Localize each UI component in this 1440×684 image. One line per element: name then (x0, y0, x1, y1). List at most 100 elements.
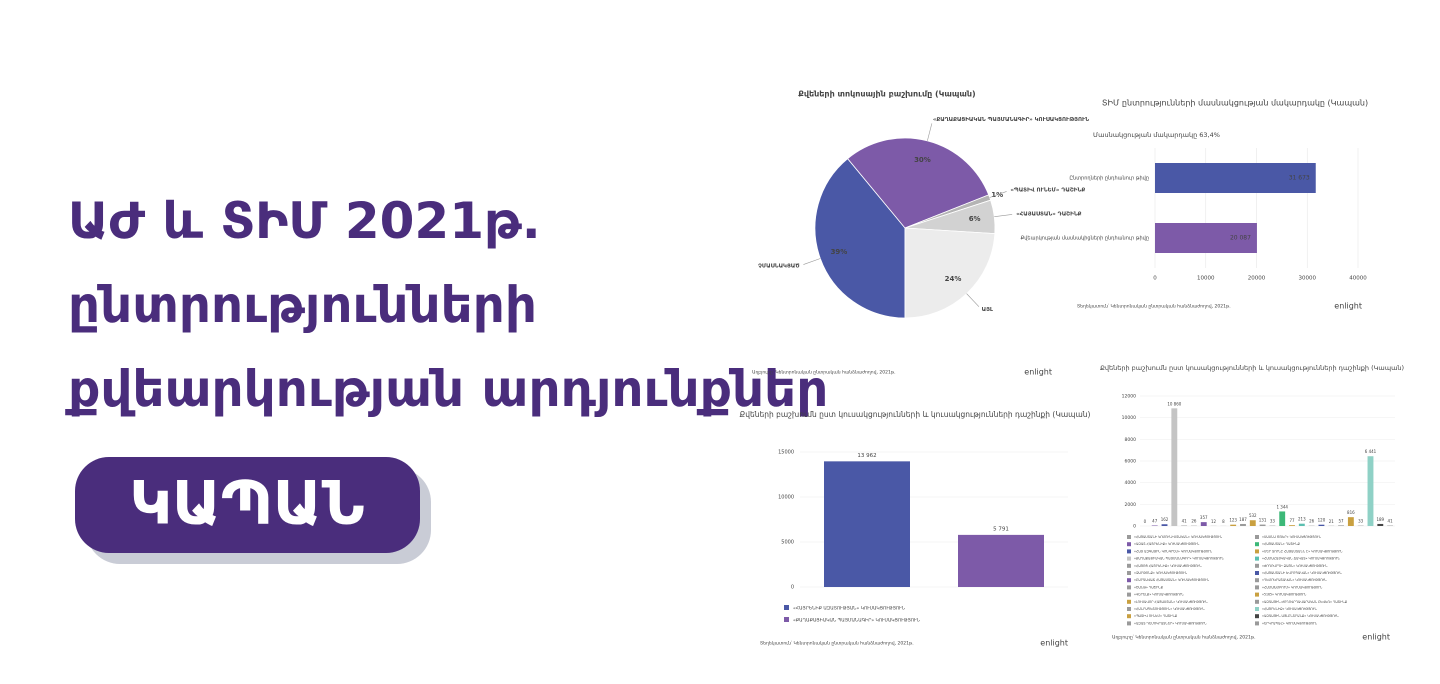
bar-value-label: 131 (1259, 518, 1267, 523)
legend-label: «ՍԱՍՆԱ ԾՌԵՐ» ԿՈՒՍԱԿՑՈՒԹՅՈՒՆ (1262, 535, 1322, 539)
legend-label: «ՀԱՆՐԱՊԵՏՈՒԹՅՈՒՆ» ԿՈՒՍԱԿՑՈՒԹՅՈՒՆ (1134, 607, 1205, 611)
chart-title: Քվեների տոկոսային բաշխումը (Կապան) (798, 90, 975, 99)
bar-value-label: 41 (1388, 519, 1394, 524)
legend-swatch (1127, 542, 1131, 546)
legend-swatch (1255, 557, 1259, 561)
legend-swatch (1127, 614, 1131, 618)
legend-label: «ԱԶԱՏ ԴԵՄՈԿՐԱՏՆԵՐ» ԿՈՒՍԱԿՑՈՒԹՅՈՒՆ (1134, 621, 1207, 625)
y-tick-label: 15000 (778, 450, 794, 456)
y-tick-label: 5000 (781, 540, 794, 546)
legend-label: «ԶԱՐԹՈՆՔ» ԿՈՒՍԱԿՑՈՒԹՅՈՒՆ (1134, 571, 1188, 575)
y-tick-label: 12000 (1122, 394, 1136, 400)
source-note: Տեղեկատուն՝ Կենտրոնական ընտրական հանձնաժ… (1077, 304, 1231, 310)
bar-value-label: 816 (1347, 510, 1355, 515)
legend-label: «ՀԱՅՐԵՆԻՔ ԱԶԱՏՈՒԹՅԱՆ» ԿՈՒՍԱԿՑՈՒԹՅՈՒՆ (793, 606, 906, 612)
x-tick-label: 40000 (1349, 276, 1367, 282)
bar-value-label: 47 (1152, 518, 1158, 523)
pie-value-label: 6% (969, 215, 981, 223)
pie-category-label: «ՀԱՅԱՍՏԱՆ» ԴԱՇԻՆՔ (1016, 211, 1082, 217)
bar (1230, 525, 1236, 526)
chart-title: Քվեների բաշխումն ըստ կուսակցությունների … (1100, 364, 1404, 372)
pie-category-label: ԱՅԼ (982, 307, 994, 313)
brand: enlight (1362, 633, 1390, 642)
legend-label: «ԱԶԳԱՅԻՆ ԱՅԼԸՆՏՐԱՆՔ» ԿՈՒՍԱԿՑՈՒԹՅՈՒՆ (1262, 614, 1339, 618)
legend-label: «ՀԱՅՈՑ ՀԱՅՐԵՆԻՔ» ԿՈՒՍԱԿՑՈՒԹՅՈՒՆ (1134, 564, 1202, 568)
y-tick-label: Քվեարկության մասնակիցների ընդհանուր թիվը (1020, 236, 1149, 242)
legend-swatch (1127, 593, 1131, 597)
pie-category-label: «ՊԱՏԻՎ ՈՒՆԵՄ» ԴԱՇԻՆՔ (1010, 188, 1085, 194)
bar-value-label: 10 860 (1167, 401, 1181, 406)
bar (1152, 525, 1158, 526)
bar-value-label: 57 (1339, 518, 1345, 523)
legend-label: «ԱԶԳԱՅԻՆ ԺՈՂՈՎՐԴԱՎԱՐԱԿԱՆ ԲԵՎԵՌ» ԴԱՇԻՆՔ (1262, 600, 1348, 604)
legend-label: «ՀԱՄԱՀԱՅԿԱԿԱՆ ՃԱԿԱՏ» ԿՈՒՍԱԿՑՈՒԹՅՈՒՆ (1262, 557, 1340, 561)
legend-swatch (1255, 571, 1259, 575)
pie-value-label: 39% (831, 248, 848, 256)
legend-swatch (1255, 542, 1259, 546)
leader-line (803, 258, 820, 264)
legend-swatch (1255, 593, 1259, 597)
legend-label: «ՀԱՅ ԱԶԳԱՅԻՆ ԿՈՆԳՐԵՍ» ԿՈՒՍԱԿՑՈՒԹՅՈՒՆ (1134, 549, 1213, 553)
city-button-label[interactable]: ԿԱՊԱՆ (129, 469, 364, 539)
legend-swatch (1255, 614, 1259, 618)
y-tick-label: 8000 (1125, 437, 1137, 443)
bar (1319, 525, 1325, 526)
legend-swatch (1127, 535, 1131, 539)
bar (1299, 524, 1305, 526)
legend-label: «ՄԵՐ ՏՈՒՆԸ ՀԱՅԱՍՏԱՆՆ Է» ԿՈՒՍԱԿՑՈՒԹՅՈՒՆ (1262, 549, 1343, 553)
pie-slice (905, 228, 995, 318)
legend-label: «ԱԶԱՏ ՀԱՅՐԵՆԻՔ» ԿՈՒՍԱԿՑՈՒԹՅՈՒՆ (1134, 542, 1200, 546)
legend-swatch (1127, 564, 1131, 568)
chart-title: ՏԻՄ ընտրությունների մասնակցության մակարդ… (1102, 99, 1368, 108)
bar-value-label: 77 (1289, 518, 1295, 523)
bar (1162, 524, 1168, 526)
legend-swatch (784, 605, 789, 610)
bar-value-label: 33 (1270, 519, 1276, 524)
bar-value-label: 12 (1211, 519, 1217, 524)
legend-swatch (1127, 578, 1131, 582)
legend-label: «ՔԱՂԱՔԱՑԻԱԿԱՆ ՊԱՅՄԱՆԱԳԻՐ» ԿՈՒՍԱԿՑՈՒԹՅՈՒՆ (1134, 557, 1224, 561)
brand: enlight (1040, 639, 1068, 648)
bar-value-label: 0 (1144, 519, 1147, 524)
pie-value-label: 24% (945, 275, 962, 283)
bar-value-label: 357 (1200, 515, 1208, 520)
x-tick-label: 0 (1153, 276, 1157, 282)
bar-value-label: 187 (1239, 517, 1247, 522)
legend-swatch (1255, 585, 1259, 589)
bar-value-label: 8 (1222, 519, 1225, 524)
y-tick-label: 4000 (1125, 480, 1137, 486)
legend-swatch (1255, 535, 1259, 539)
bar-value-label: 123 (1229, 518, 1237, 523)
bar-value-label: 41 (1182, 519, 1188, 524)
legend-swatch (1127, 549, 1131, 553)
legend-label: «5165» ԿՈՒՍԱԿՑՈՒԹՅՈՒՆ (1262, 593, 1307, 597)
hero-title-line: ԱԺ և ՏԻՄ 2021թ. (68, 192, 541, 250)
bar (1338, 525, 1344, 526)
bar (1250, 520, 1256, 526)
pie-category-label: ՉՄԱՍՆԱԿՑԱԾ (758, 263, 799, 269)
legend-label: «ԲԱՐԳԱՎԱՃ ՀԱՅԱՍՏԱՆ» ԿՈՒՍԱԿՑՈՒԹՅՈՒՆ (1134, 578, 1210, 582)
bar-value-label: 189 (1376, 517, 1384, 522)
bar-value-label: 26 (1309, 519, 1315, 524)
legend-swatch (1255, 600, 1259, 604)
annotation: Մասնակցության մակարդակը 63,4% (1093, 131, 1220, 139)
bar-value-label: 213 (1298, 517, 1306, 522)
y-tick-label: 0 (1133, 524, 1136, 530)
legend-label: «ՇԱՆԹ» ԴԱՇԻՆՔ (1134, 585, 1164, 589)
bar-value-label: 21 (1329, 519, 1335, 524)
legend-swatch (1127, 621, 1131, 625)
bar-value-label: 26 (1191, 519, 1197, 524)
legend-label: «ԴԵՄՈԿՐԱՏԱԿԱՆ» ԿՈՒՍԱԿՑՈՒԹՅՈՒՆ (1262, 578, 1327, 582)
legend-label: «ԺՈՂՈՎՐԴԻ ՁԱՅՆ» ԿՈՒՍԱԿՑՈՒԹՅՈՒՆ (1262, 564, 1328, 568)
hero-title-line: ընտրությունների (68, 276, 537, 334)
bar (1171, 408, 1177, 526)
source-note: Տեղեկատուն՝ Կենտրոնական ընտրական հանձնաժ… (760, 641, 914, 647)
bar (1240, 524, 1246, 526)
bar-value-label: 5 791 (993, 526, 1009, 532)
legend-label: «ՀԱՄԱԽՄԲՈՒՄ» ԿՈՒՍԱԿՑՈՒԹՅՈՒՆ (1262, 585, 1323, 589)
bar-value-label: 120 (1318, 518, 1326, 523)
legend-label: «ՎԵՐԵԼՔ» ԿՈՒՍԱԿՑՈՒԹՅՈՒՆ (1134, 593, 1184, 597)
y-tick-label: 10000 (1122, 415, 1136, 421)
